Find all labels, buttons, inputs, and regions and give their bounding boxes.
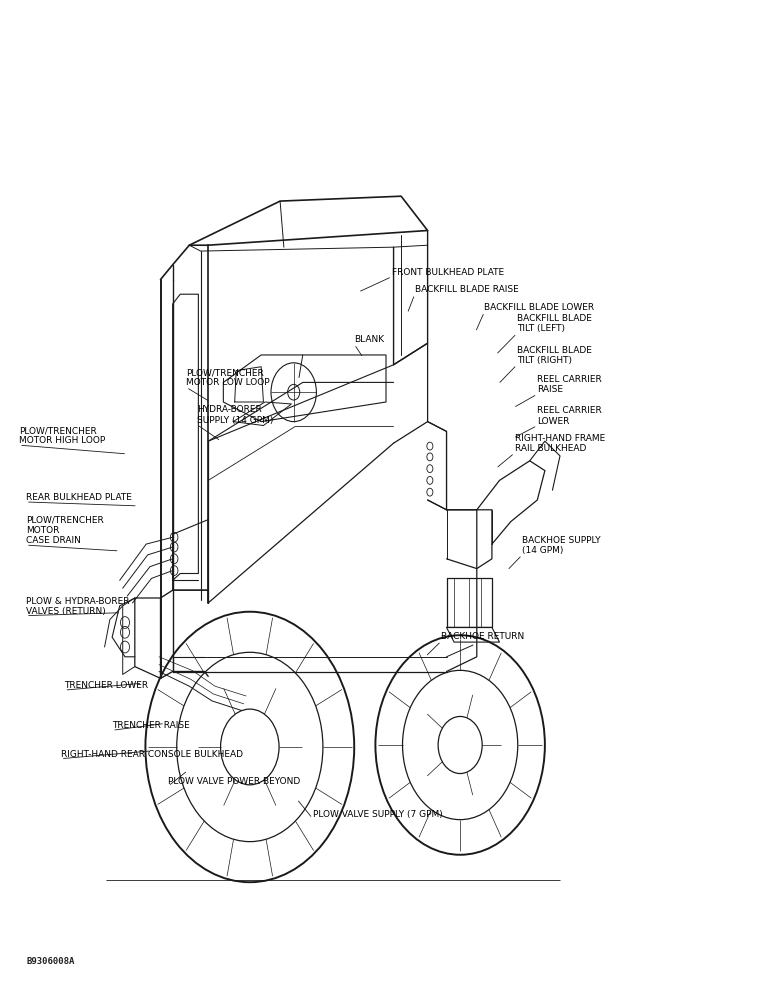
Text: REEL CARRIER
LOWER: REEL CARRIER LOWER: [537, 406, 602, 426]
Text: PLOW VALVE POWER BEYOND: PLOW VALVE POWER BEYOND: [168, 777, 300, 786]
Text: BACKHOE SUPPLY
(14 GPM): BACKHOE SUPPLY (14 GPM): [522, 536, 601, 555]
Text: PLOW VALVE SUPPLY (7 GPM): PLOW VALVE SUPPLY (7 GPM): [313, 810, 442, 818]
Text: RIGHT-HAND REAR CONSOLE BULKHEAD: RIGHT-HAND REAR CONSOLE BULKHEAD: [61, 750, 242, 759]
Text: REEL CARRIER
RAISE: REEL CARRIER RAISE: [537, 375, 602, 394]
Text: BACKFILL BLADE LOWER: BACKFILL BLADE LOWER: [484, 303, 594, 312]
Text: BACKFILL BLADE
TILT (LEFT): BACKFILL BLADE TILT (LEFT): [517, 314, 592, 333]
Text: BACKFILL BLADE RAISE: BACKFILL BLADE RAISE: [415, 285, 519, 294]
Text: BLANK: BLANK: [354, 335, 384, 344]
Text: PLOW/TRENCHER
MOTOR LOW LOOP: PLOW/TRENCHER MOTOR LOW LOOP: [186, 368, 270, 387]
Text: HYDRA-BORER
SUPPLY (14 GPM): HYDRA-BORER SUPPLY (14 GPM): [197, 405, 273, 425]
Text: PLOW/TRENCHER
MOTOR
CASE DRAIN: PLOW/TRENCHER MOTOR CASE DRAIN: [26, 516, 103, 545]
Text: B9306008A: B9306008A: [26, 956, 75, 966]
Text: RIGHT-HAND FRAME
RAIL BULKHEAD: RIGHT-HAND FRAME RAIL BULKHEAD: [515, 434, 605, 453]
Text: TRENCHER LOWER: TRENCHER LOWER: [65, 681, 148, 690]
Text: BACKHOE RETURN: BACKHOE RETURN: [442, 632, 524, 641]
Text: REAR BULKHEAD PLATE: REAR BULKHEAD PLATE: [26, 493, 132, 502]
Text: FRONT BULKHEAD PLATE: FRONT BULKHEAD PLATE: [392, 268, 504, 277]
Text: PLOW & HYDRA-BORER
VALVES (RETURN): PLOW & HYDRA-BORER VALVES (RETURN): [26, 597, 130, 616]
Text: TRENCHER RAISE: TRENCHER RAISE: [112, 721, 190, 730]
Text: PLOW/TRENCHER
MOTOR HIGH LOOP: PLOW/TRENCHER MOTOR HIGH LOOP: [19, 426, 105, 445]
Text: BACKFILL BLADE
TILT (RIGHT): BACKFILL BLADE TILT (RIGHT): [517, 346, 592, 365]
